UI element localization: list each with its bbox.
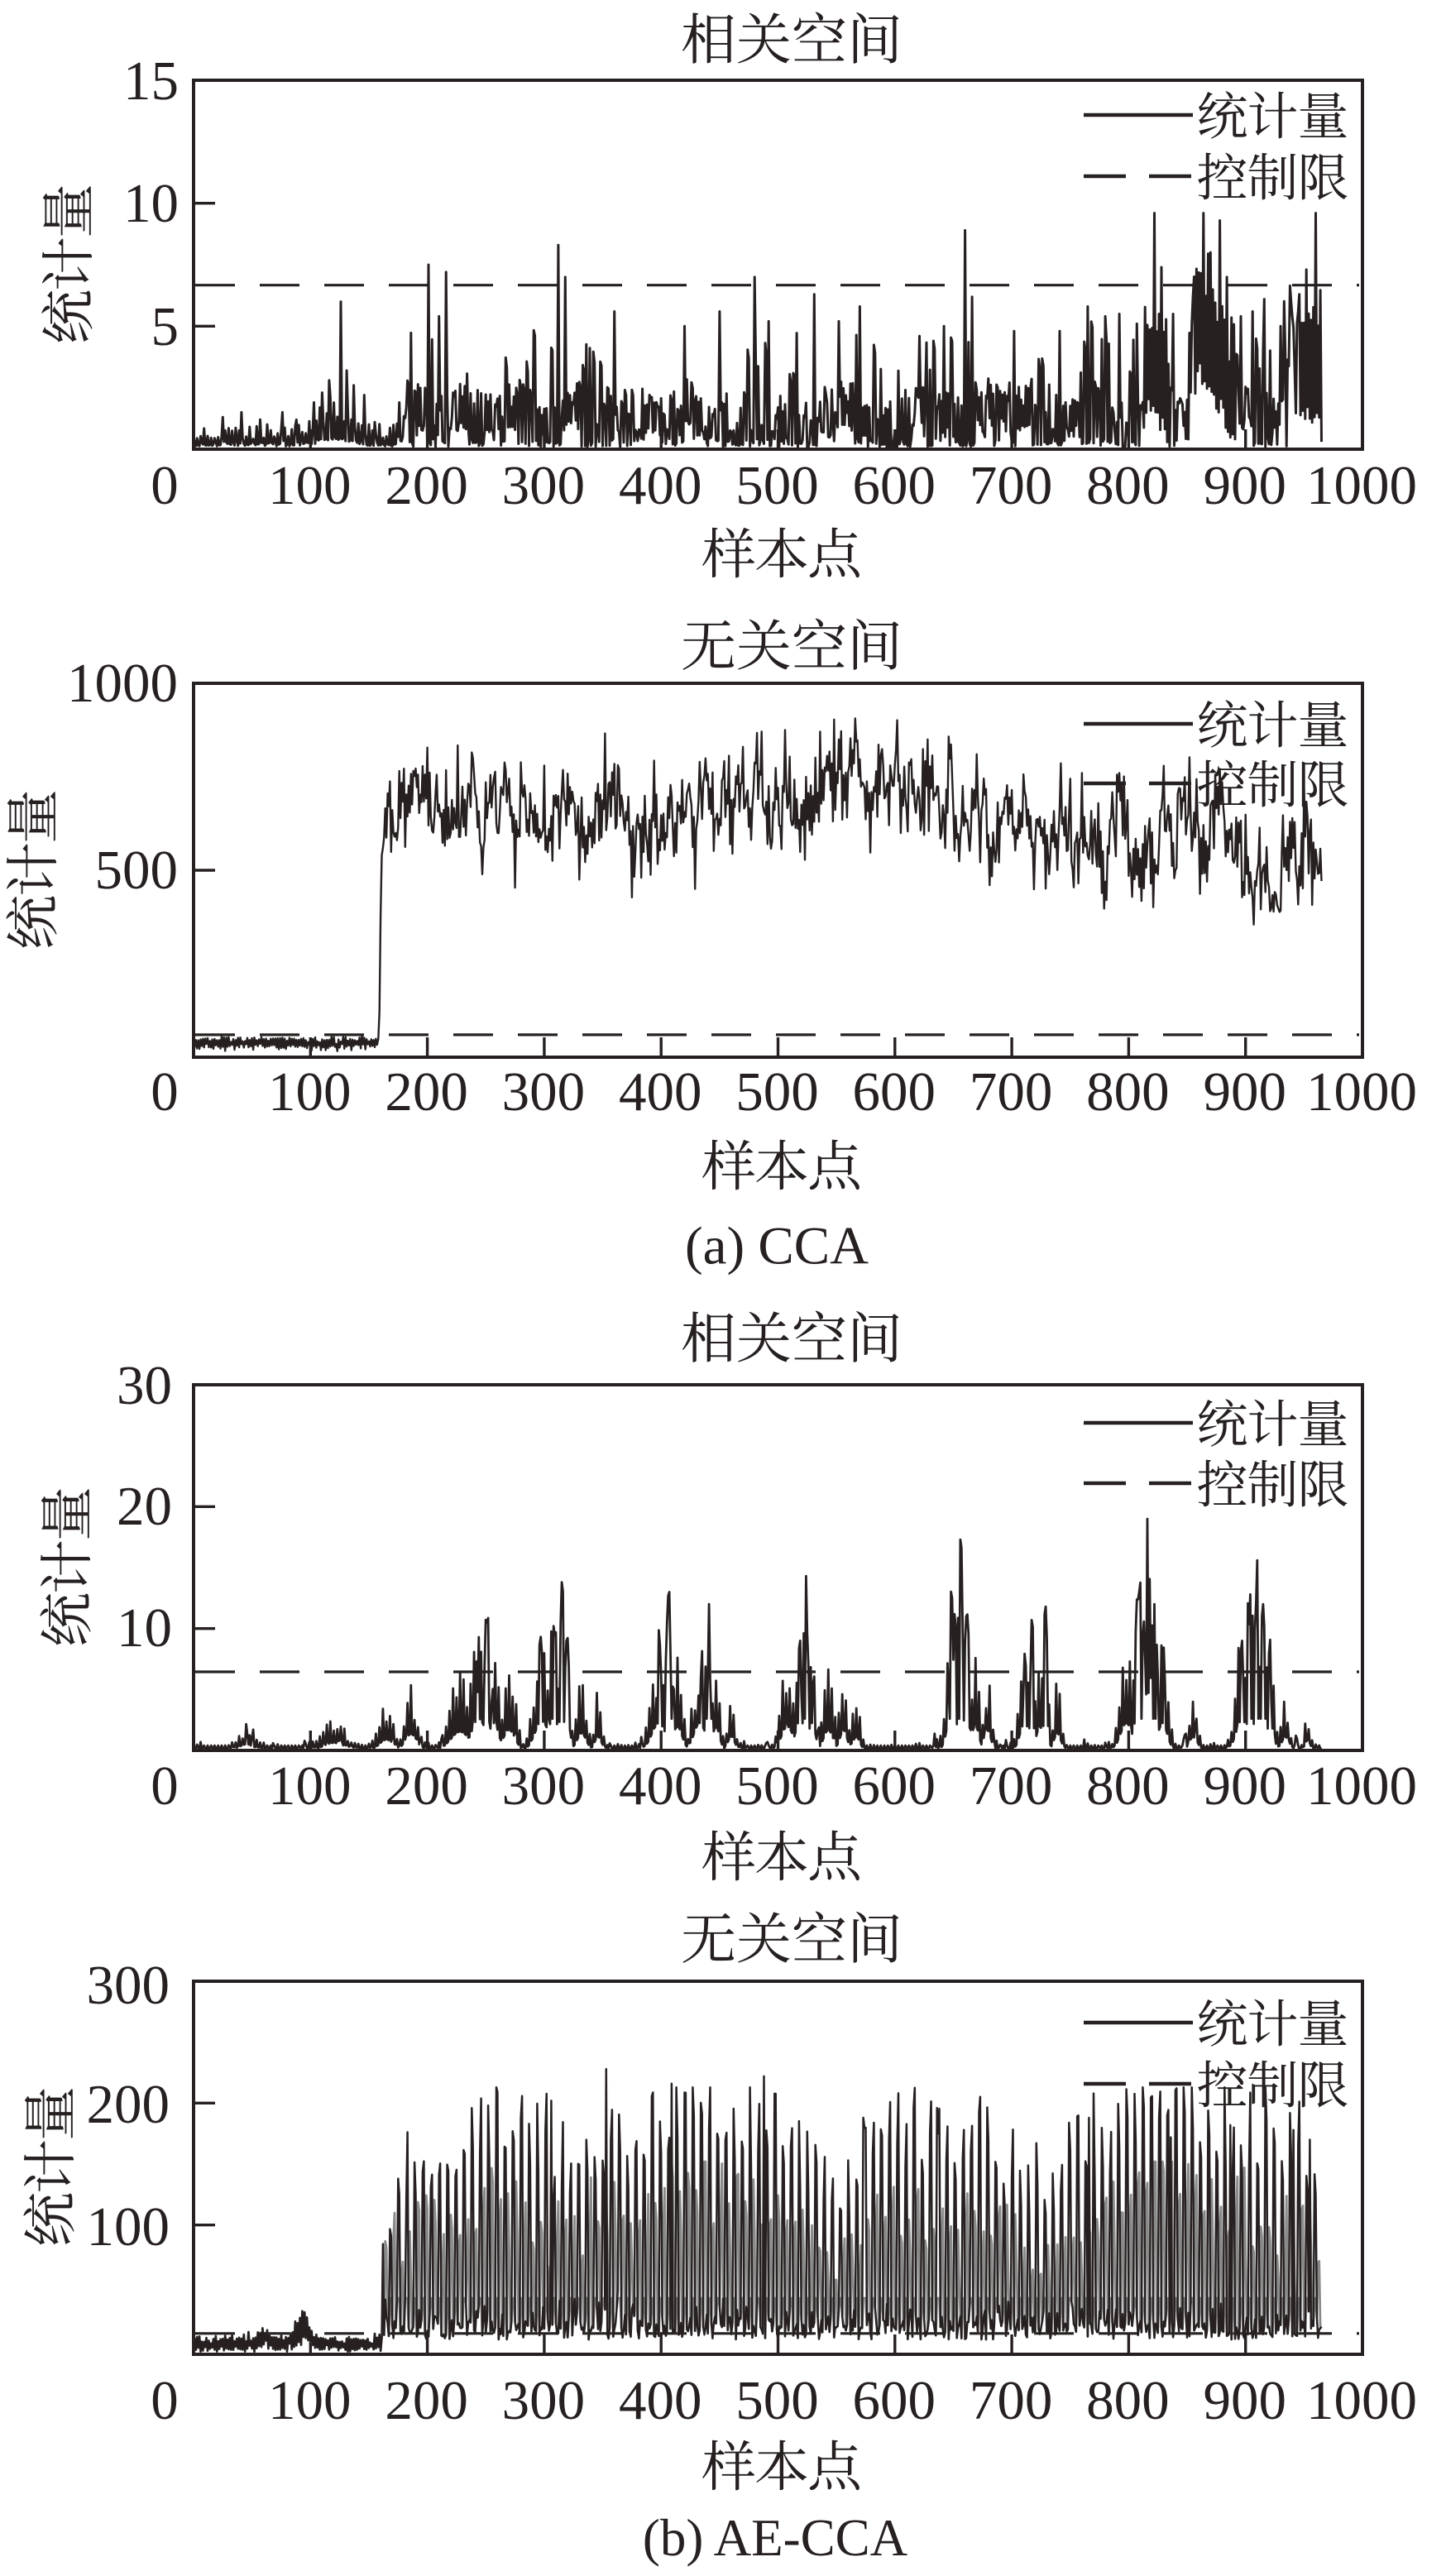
svg-text:900: 900 bbox=[1203, 1061, 1286, 1123]
svg-text:400: 400 bbox=[619, 1061, 702, 1123]
svg-text:10: 10 bbox=[117, 1597, 172, 1659]
svg-text:0: 0 bbox=[151, 1755, 179, 1817]
svg-text:600: 600 bbox=[853, 1755, 936, 1817]
svg-text:300: 300 bbox=[502, 455, 586, 516]
svg-text:300: 300 bbox=[502, 1061, 586, 1123]
svg-text:10: 10 bbox=[123, 173, 179, 234]
svg-text:900: 900 bbox=[1203, 455, 1286, 516]
svg-text:200: 200 bbox=[385, 455, 468, 516]
svg-text:500: 500 bbox=[95, 840, 179, 901]
svg-text:20: 20 bbox=[117, 1476, 172, 1537]
svg-text:800: 800 bbox=[1086, 1061, 1170, 1123]
svg-text:700: 700 bbox=[970, 2370, 1053, 2431]
svg-text:0: 0 bbox=[151, 2370, 179, 2431]
svg-text:100: 100 bbox=[268, 455, 352, 516]
svg-text:400: 400 bbox=[619, 2370, 702, 2431]
svg-text:1000: 1000 bbox=[1306, 455, 1417, 516]
svg-text:100: 100 bbox=[87, 2196, 170, 2258]
svg-text:400: 400 bbox=[619, 1755, 702, 1817]
svg-text:200: 200 bbox=[385, 2370, 468, 2431]
svg-text:1000: 1000 bbox=[1306, 1755, 1417, 1817]
svg-text:300: 300 bbox=[502, 1755, 586, 1817]
svg-text:5: 5 bbox=[151, 296, 180, 357]
svg-text:300: 300 bbox=[87, 1955, 170, 2016]
svg-text:30: 30 bbox=[117, 1355, 172, 1416]
svg-text:700: 700 bbox=[970, 1061, 1053, 1123]
svg-text:600: 600 bbox=[853, 455, 936, 516]
svg-text:200: 200 bbox=[87, 2074, 170, 2135]
svg-text:700: 700 bbox=[970, 455, 1053, 516]
svg-text:100: 100 bbox=[268, 2370, 352, 2431]
svg-text:300: 300 bbox=[502, 2370, 586, 2431]
svg-text:200: 200 bbox=[385, 1755, 468, 1817]
svg-text:600: 600 bbox=[853, 2370, 936, 2431]
svg-text:100: 100 bbox=[268, 1061, 352, 1123]
svg-text:100: 100 bbox=[268, 1755, 352, 1817]
svg-text:1000: 1000 bbox=[1306, 2370, 1417, 2431]
svg-text:600: 600 bbox=[853, 1061, 936, 1123]
svg-text:800: 800 bbox=[1086, 1755, 1170, 1817]
svg-text:700: 700 bbox=[970, 1755, 1053, 1817]
svg-text:500: 500 bbox=[735, 2370, 819, 2431]
svg-text:(b) AE-CCA: (b) AE-CCA bbox=[643, 2509, 908, 2567]
svg-text:0: 0 bbox=[151, 455, 179, 516]
svg-text:500: 500 bbox=[735, 1061, 819, 1123]
svg-text:500: 500 bbox=[735, 455, 819, 516]
svg-text:400: 400 bbox=[619, 455, 702, 516]
svg-text:900: 900 bbox=[1203, 1755, 1286, 1817]
svg-text:500: 500 bbox=[735, 1755, 819, 1817]
svg-text:800: 800 bbox=[1086, 455, 1170, 516]
svg-text:0: 0 bbox=[151, 1061, 179, 1123]
svg-text:900: 900 bbox=[1203, 2370, 1286, 2431]
svg-text:1000: 1000 bbox=[1306, 1061, 1417, 1123]
svg-text:800: 800 bbox=[1086, 2370, 1170, 2431]
svg-text:1000: 1000 bbox=[67, 653, 178, 714]
svg-text:(a) CCA: (a) CCA bbox=[685, 1216, 869, 1276]
svg-text:15: 15 bbox=[123, 50, 179, 112]
svg-text:200: 200 bbox=[385, 1061, 468, 1123]
